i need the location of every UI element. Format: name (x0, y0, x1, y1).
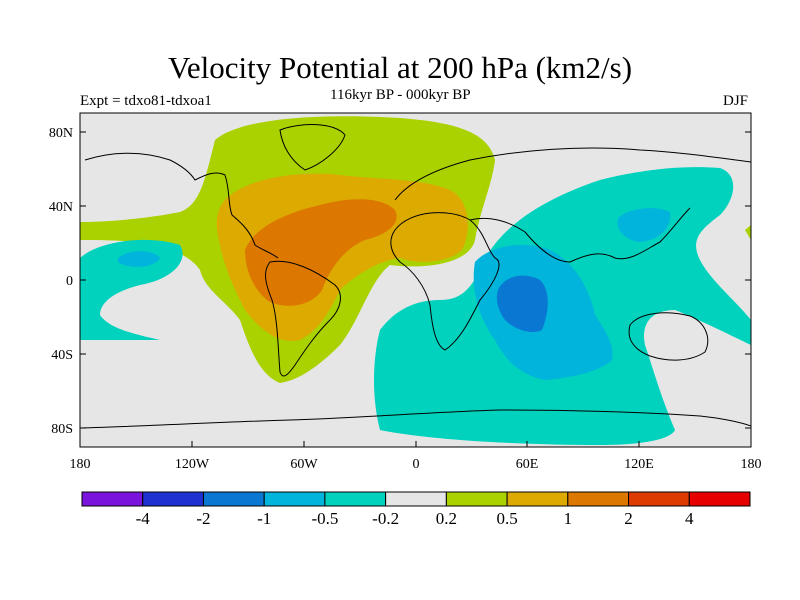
colorbar-label: -1 (257, 509, 271, 528)
colorbar-box (263, 491, 326, 507)
colorbar-label: 1 (564, 509, 573, 528)
negative-mid-east-asia (617, 208, 671, 242)
lat-label: 0 (66, 274, 73, 289)
lon-label: 0 (413, 457, 420, 472)
longitude-axis: 180 120W 60W 0 60E 120E 180 (70, 441, 762, 472)
colorbar-box (506, 491, 569, 507)
coastline-eurasia (394, 147, 751, 263)
colorbar-box (202, 491, 265, 507)
coastline-north-america (84, 152, 279, 259)
lon-label: 180 (741, 457, 762, 472)
coastline-greenland (279, 124, 346, 171)
colorbar-box (688, 491, 751, 507)
latitude-axis: 80N 40N 0 40S 80S (49, 126, 751, 437)
colorbar: -4 -2 -1 -0.5 -0.2 0.2 0.5 1 2 4 (81, 491, 751, 528)
coastline-antarctica (80, 409, 751, 429)
colorbar-box (567, 491, 630, 507)
lat-label: 80N (49, 126, 73, 141)
colorbar-label: 4 (685, 509, 694, 528)
negative-weak-pacific-west (80, 239, 183, 340)
map-title: Velocity Potential at 200 hPa (km2/s) (167, 50, 633, 85)
lon-label: 60W (290, 457, 318, 472)
lat-label: 80S (51, 422, 73, 437)
lon-label: 180 (70, 457, 91, 472)
positive-strong-region (245, 199, 397, 306)
lon-label: 120E (624, 457, 654, 472)
map-subtitle: 116kyr BP - 000kyr BP (330, 87, 471, 103)
season-label: DJF (723, 93, 749, 109)
colorbar-box (628, 491, 690, 507)
coastline-australia (628, 312, 709, 361)
colorbar-label: 2 (624, 509, 633, 528)
coastlines (80, 124, 751, 429)
positive-weak-edge (745, 225, 751, 240)
colorbar-label: -0.5 (311, 509, 338, 528)
lon-label: 60E (516, 457, 539, 472)
lat-label: 40S (51, 348, 73, 363)
coastline-south-america (265, 260, 341, 377)
colorbar-label: 0.2 (436, 509, 457, 528)
colorbar-labels: -4 -2 -1 -0.5 -0.2 0.2 0.5 1 2 4 (136, 509, 694, 528)
colorbar-box (324, 491, 387, 507)
colorbar-box (445, 491, 508, 507)
contour-fields (80, 116, 751, 445)
negative-mid-pacific (118, 251, 160, 267)
colorbar-label: 0.5 (496, 509, 517, 528)
colorbar-boxes (81, 491, 751, 507)
colorbar-box (385, 491, 447, 507)
experiment-label: Expt = tdxo81-tdxoa1 (80, 93, 212, 109)
lon-label: 120W (175, 457, 210, 472)
colorbar-box (142, 491, 204, 507)
colorbar-label: -2 (196, 509, 210, 528)
colorbar-label: -0.2 (372, 509, 399, 528)
colorbar-label: -4 (136, 509, 151, 528)
lat-label: 40N (49, 200, 73, 215)
colorbar-box (81, 491, 144, 507)
negative-strong-indian (496, 275, 548, 332)
